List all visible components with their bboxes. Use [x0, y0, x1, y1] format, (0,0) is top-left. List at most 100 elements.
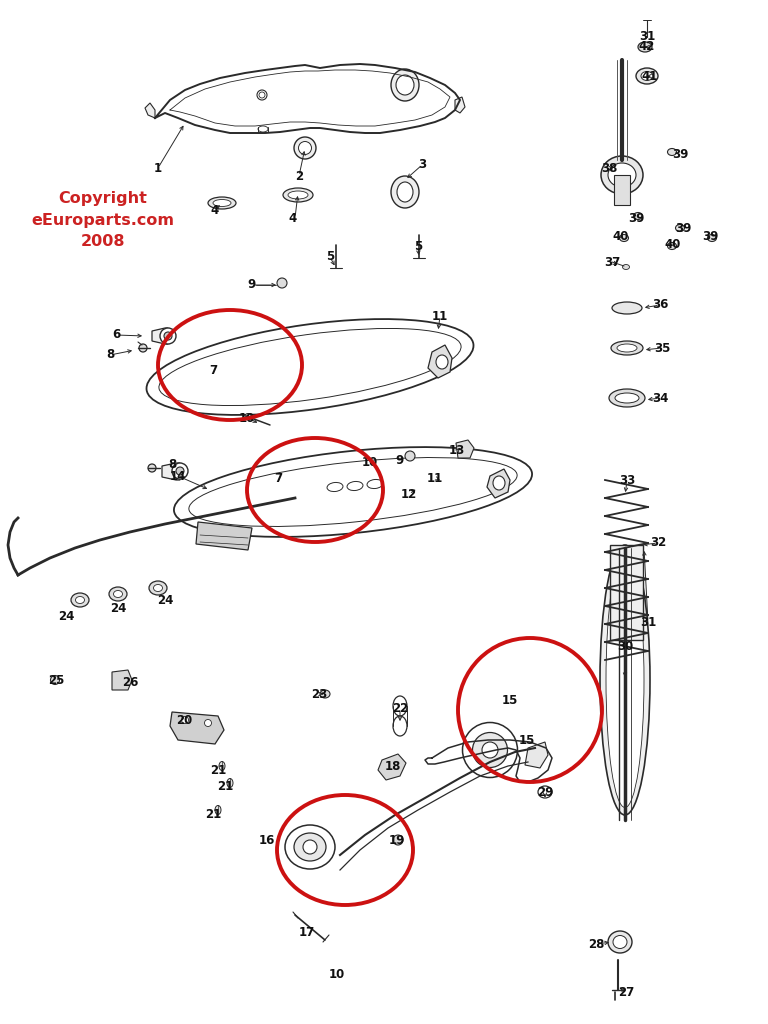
Text: 24: 24 — [110, 601, 126, 614]
Ellipse shape — [283, 188, 313, 202]
Ellipse shape — [405, 451, 415, 461]
Text: 9: 9 — [396, 454, 404, 467]
Ellipse shape — [462, 723, 518, 777]
Ellipse shape — [213, 200, 231, 207]
Text: 6: 6 — [112, 329, 120, 341]
Text: 39: 39 — [675, 221, 691, 234]
Text: 15: 15 — [519, 733, 535, 746]
Text: 35: 35 — [654, 341, 670, 354]
Ellipse shape — [285, 825, 335, 869]
Text: 37: 37 — [604, 256, 620, 268]
Ellipse shape — [617, 344, 637, 352]
Ellipse shape — [139, 344, 147, 352]
Text: 26: 26 — [122, 676, 138, 688]
Ellipse shape — [149, 581, 167, 595]
Text: 25: 25 — [48, 674, 65, 686]
Text: 11: 11 — [432, 309, 448, 323]
Polygon shape — [456, 440, 474, 458]
Ellipse shape — [164, 332, 172, 340]
Ellipse shape — [391, 176, 419, 208]
Text: 34: 34 — [652, 391, 668, 404]
Ellipse shape — [154, 585, 163, 592]
Ellipse shape — [600, 545, 650, 815]
Polygon shape — [162, 463, 180, 480]
Ellipse shape — [148, 464, 156, 472]
Text: 5: 5 — [414, 240, 422, 253]
Ellipse shape — [294, 137, 316, 159]
Ellipse shape — [667, 148, 677, 156]
Polygon shape — [610, 545, 643, 640]
Text: 31: 31 — [640, 615, 656, 629]
Text: 40: 40 — [613, 230, 629, 244]
Text: 4: 4 — [211, 204, 219, 216]
Polygon shape — [428, 345, 452, 378]
Ellipse shape — [611, 341, 643, 355]
Ellipse shape — [109, 587, 127, 601]
Text: 11: 11 — [427, 471, 443, 484]
Text: 7: 7 — [274, 472, 282, 485]
Text: 33: 33 — [619, 474, 635, 487]
Text: 40: 40 — [665, 238, 681, 251]
Ellipse shape — [609, 389, 645, 407]
Ellipse shape — [608, 163, 636, 187]
Ellipse shape — [634, 213, 643, 219]
Ellipse shape — [397, 182, 413, 202]
Ellipse shape — [606, 553, 644, 808]
Text: 1: 1 — [154, 162, 162, 174]
Ellipse shape — [493, 476, 505, 490]
Ellipse shape — [114, 591, 123, 597]
Text: 10: 10 — [362, 456, 378, 469]
Text: 20: 20 — [176, 714, 192, 726]
Ellipse shape — [608, 931, 632, 953]
Ellipse shape — [204, 720, 211, 726]
Polygon shape — [112, 670, 132, 690]
Ellipse shape — [613, 936, 627, 948]
Text: 19: 19 — [389, 834, 406, 847]
Text: 10: 10 — [329, 969, 345, 981]
Ellipse shape — [277, 278, 287, 288]
Text: 30: 30 — [617, 640, 633, 652]
Text: 8: 8 — [106, 348, 114, 361]
Ellipse shape — [667, 243, 677, 250]
Ellipse shape — [75, 597, 84, 603]
Ellipse shape — [612, 302, 642, 314]
Ellipse shape — [160, 328, 176, 344]
Text: 21: 21 — [217, 780, 233, 794]
Polygon shape — [170, 712, 224, 744]
Ellipse shape — [707, 234, 717, 242]
Text: 7: 7 — [209, 364, 217, 377]
Ellipse shape — [215, 806, 221, 814]
Ellipse shape — [396, 75, 414, 95]
Ellipse shape — [472, 732, 508, 768]
Text: 22: 22 — [392, 701, 408, 715]
Text: 12: 12 — [401, 487, 417, 501]
Ellipse shape — [294, 833, 326, 861]
Ellipse shape — [347, 481, 363, 490]
Ellipse shape — [436, 355, 448, 369]
Polygon shape — [525, 742, 548, 768]
Ellipse shape — [620, 234, 628, 242]
Ellipse shape — [51, 676, 59, 684]
Text: 36: 36 — [652, 299, 668, 311]
Polygon shape — [152, 328, 168, 344]
Text: 32: 32 — [650, 537, 666, 550]
Text: 21: 21 — [205, 808, 221, 820]
Text: 29: 29 — [537, 786, 553, 800]
Ellipse shape — [393, 696, 407, 716]
Ellipse shape — [176, 467, 184, 475]
Text: 13: 13 — [449, 444, 465, 458]
Text: 18: 18 — [385, 760, 401, 772]
Text: 39: 39 — [627, 212, 644, 224]
Ellipse shape — [288, 191, 308, 199]
Ellipse shape — [71, 593, 89, 607]
Text: 24: 24 — [157, 594, 174, 606]
Text: 42: 42 — [639, 41, 655, 53]
Polygon shape — [378, 754, 406, 780]
Ellipse shape — [299, 141, 312, 155]
Ellipse shape — [208, 197, 236, 209]
Ellipse shape — [367, 479, 383, 488]
Ellipse shape — [227, 778, 233, 787]
Ellipse shape — [623, 264, 630, 269]
Text: 15: 15 — [502, 693, 518, 707]
Polygon shape — [614, 175, 630, 205]
